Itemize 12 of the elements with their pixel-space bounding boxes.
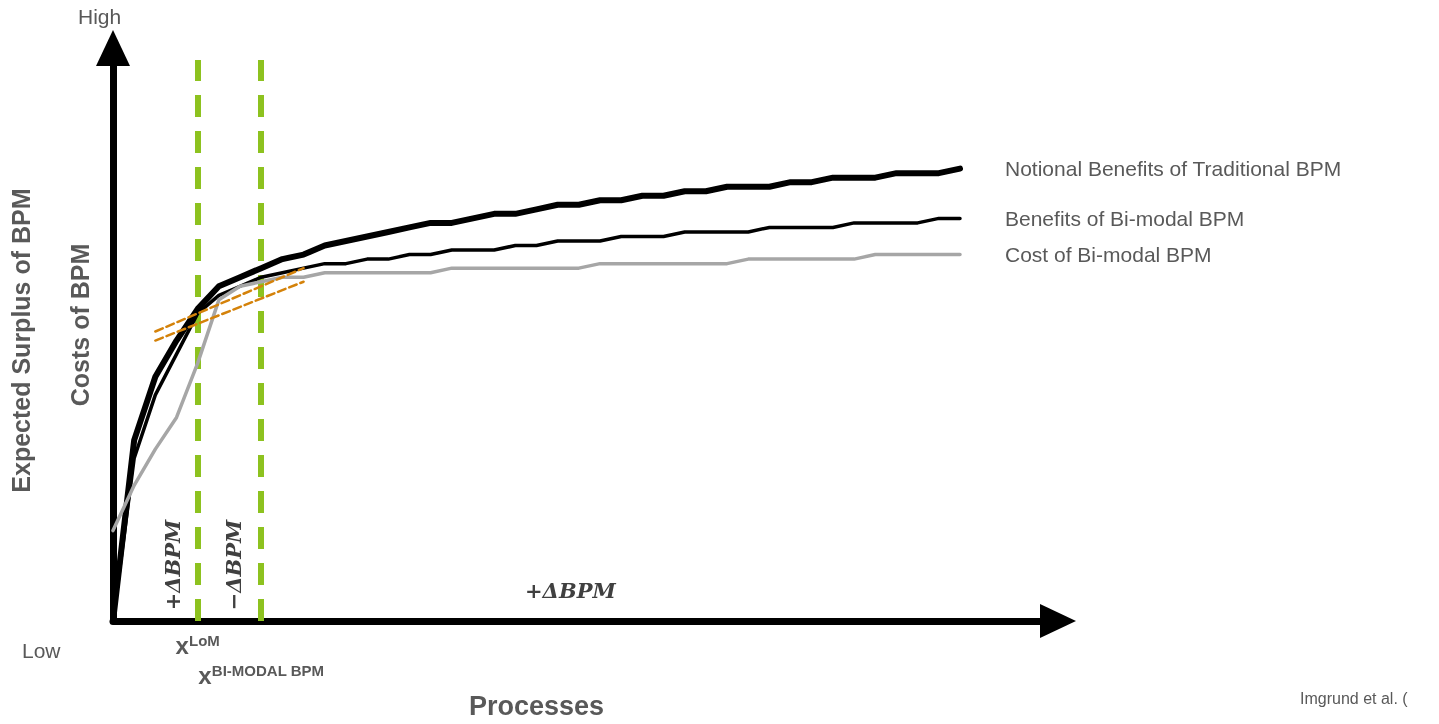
y-axis-title: Expected Surplus of BPM: [6, 188, 35, 493]
x-axis-title: Processes: [468, 690, 605, 721]
text: Costs of BPM: [66, 243, 94, 407]
text: Imgrund et al. (: [1300, 689, 1409, 707]
text: High: [78, 5, 122, 28]
text: Low: [22, 639, 62, 662]
annotation: −ΔBPM: [220, 518, 246, 611]
text: Cost of Bi-modal BPM: [1005, 243, 1212, 267]
annotation: +ΔBPM: [525, 578, 617, 603]
text: Benefits of Bi-modal BPM: [1005, 206, 1245, 230]
text: Notional Benefits of Traditional BPM: [1005, 157, 1342, 181]
annotation: +ΔBPM: [159, 518, 185, 611]
